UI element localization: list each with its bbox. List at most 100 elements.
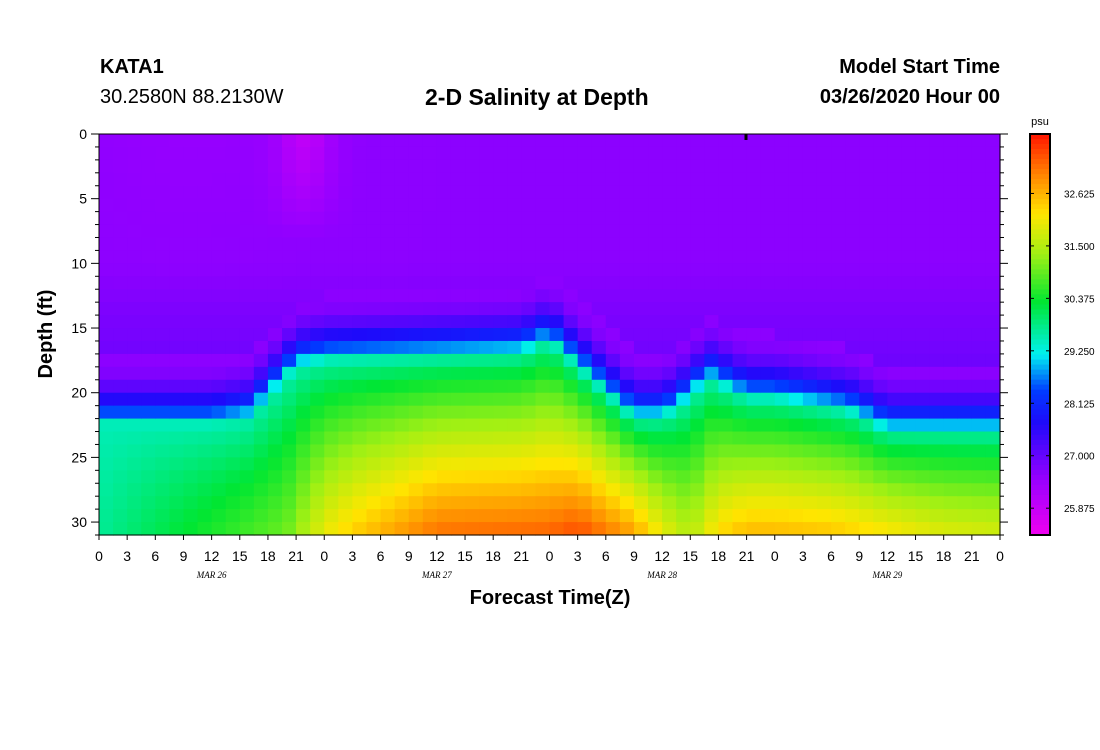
heatmap-cell xyxy=(845,457,860,471)
heatmap-cell xyxy=(197,470,213,484)
heatmap-cell xyxy=(859,496,874,510)
heatmap-cell xyxy=(197,302,213,316)
heatmap-cell xyxy=(422,483,438,497)
heatmap-cell xyxy=(985,509,1001,523)
heatmap-cell xyxy=(127,185,142,200)
heatmap-cell xyxy=(676,366,691,381)
heatmap-cell xyxy=(253,457,269,471)
heatmap-cell xyxy=(197,198,213,213)
heatmap-cell xyxy=(493,172,508,187)
heatmap-cell xyxy=(690,250,705,264)
heatmap-cell xyxy=(929,315,945,329)
heatmap-cell xyxy=(127,263,142,277)
heatmap-cell xyxy=(943,134,959,148)
heatmap-cell xyxy=(113,470,128,484)
heatmap-cell xyxy=(267,444,283,458)
heatmap-cell xyxy=(845,366,860,381)
heatmap-cell xyxy=(648,198,663,213)
heatmap-cell xyxy=(183,457,199,471)
colorbar-unit: psu xyxy=(1031,116,1049,128)
heatmap-cell xyxy=(591,224,607,239)
heatmap-cell xyxy=(915,159,931,174)
heatmap-cell xyxy=(197,263,213,277)
heatmap-cell xyxy=(535,392,551,407)
heatmap-cell xyxy=(493,315,508,329)
heatmap-cell xyxy=(380,172,396,187)
heatmap-cell xyxy=(169,302,185,316)
heatmap-cell xyxy=(774,379,790,394)
colorbar-segment xyxy=(1030,424,1050,431)
heatmap-cell xyxy=(887,328,903,342)
heatmap-cell xyxy=(324,457,339,471)
heatmap-cell xyxy=(253,496,269,510)
heatmap-cell xyxy=(563,457,579,471)
heatmap-cell xyxy=(352,172,368,187)
heatmap-cell xyxy=(183,159,199,174)
heatmap-cell xyxy=(253,509,269,523)
heatmap-cell xyxy=(957,496,973,510)
heatmap-cell xyxy=(690,146,705,161)
heatmap-cell xyxy=(690,172,705,187)
heatmap-cell xyxy=(521,328,537,342)
heatmap-cell xyxy=(141,392,156,407)
heatmap-cell xyxy=(380,302,396,316)
heatmap-cell xyxy=(535,340,551,355)
heatmap-cell xyxy=(788,379,804,394)
heatmap-cell xyxy=(577,483,593,497)
heatmap-cell xyxy=(957,224,973,239)
heatmap-cell xyxy=(380,379,396,394)
heatmap-cell xyxy=(633,405,649,420)
heatmap-cell xyxy=(563,470,579,484)
heatmap-cell xyxy=(648,302,663,316)
heatmap-cell xyxy=(563,366,579,381)
heatmap-cell xyxy=(267,315,283,329)
colorbar-segment xyxy=(1030,389,1050,396)
heatmap-cell xyxy=(99,224,114,239)
heatmap-cell xyxy=(267,263,283,277)
heatmap-cell xyxy=(535,198,551,213)
x-tick-label: 9 xyxy=(180,548,188,564)
heatmap-cell xyxy=(352,198,368,213)
heatmap-cell xyxy=(859,392,874,407)
heatmap-cell xyxy=(929,431,945,446)
heatmap-cell xyxy=(267,289,283,303)
heatmap-cell xyxy=(253,198,269,213)
heatmap-cell xyxy=(507,328,522,342)
heatmap-cell xyxy=(225,457,241,471)
heatmap-cell xyxy=(676,496,691,510)
heatmap-cell xyxy=(197,340,213,355)
heatmap-cell xyxy=(760,263,776,277)
heatmap-cell xyxy=(155,418,170,433)
heatmap-cell xyxy=(901,263,917,277)
x-tick-label: 21 xyxy=(288,548,304,564)
heatmap-cell xyxy=(859,159,874,174)
heatmap-cell xyxy=(338,211,354,226)
heatmap-cell xyxy=(816,340,832,355)
heatmap-cell xyxy=(887,340,903,355)
heatmap-cell xyxy=(676,509,691,523)
colorbar-segment xyxy=(1030,364,1050,371)
heatmap-cell xyxy=(915,353,931,368)
heatmap-cell xyxy=(267,392,283,407)
heatmap-cell xyxy=(141,315,156,329)
heatmap-cell xyxy=(971,146,987,161)
heatmap-cell xyxy=(901,198,917,213)
heatmap-cell xyxy=(465,146,480,161)
heatmap-cell xyxy=(422,250,438,264)
heatmap-cell xyxy=(183,146,199,161)
heatmap-cell xyxy=(971,457,987,471)
heatmap-cell xyxy=(929,224,945,239)
heatmap-cell xyxy=(985,328,1001,342)
heatmap-cell xyxy=(732,159,748,174)
heatmap-cell xyxy=(957,263,973,277)
heatmap-cell xyxy=(197,353,213,368)
heatmap-cell xyxy=(338,509,354,523)
heatmap-cell xyxy=(859,353,874,368)
heatmap-cell xyxy=(225,237,241,252)
heatmap-cell xyxy=(113,444,128,458)
heatmap-cell xyxy=(929,289,945,303)
heatmap-cell xyxy=(633,431,649,446)
heatmap-cell xyxy=(169,457,185,471)
colorbar-segment xyxy=(1030,329,1050,336)
heatmap-cell xyxy=(183,250,199,264)
